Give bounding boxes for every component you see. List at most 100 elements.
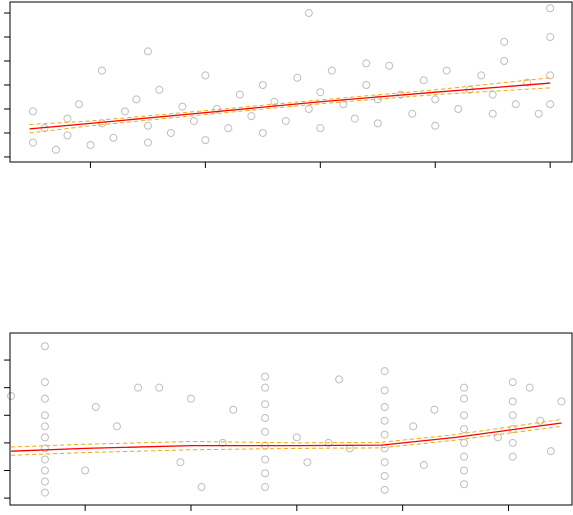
data-point [261,383,270,392]
data-point [261,455,270,464]
data-point [508,397,517,406]
data-point [229,405,238,414]
data-point [134,383,143,392]
data-point [197,483,206,492]
data-point [261,372,270,381]
data-point [74,100,83,109]
data-point [380,458,389,467]
data-point [304,104,313,113]
data-point [442,66,451,75]
data-point [109,133,118,142]
fit-line [29,87,551,134]
data-point [40,394,49,403]
data-point [460,394,469,403]
data-point [380,402,389,411]
data-point [7,391,16,400]
data-point [143,138,152,147]
data-point [235,90,244,99]
data-point [143,121,152,130]
data-point [258,128,267,137]
data-point [324,438,333,447]
fit-line [11,425,562,456]
data-point [523,78,532,87]
scatter-plot [4,332,573,511]
data-point [155,85,164,94]
data-point [508,411,517,420]
data-point [536,416,545,425]
data-point [460,383,469,392]
data-point [460,411,469,420]
data-point [40,488,49,497]
data-point [380,430,389,439]
data-point [546,100,555,109]
data-point [63,131,72,140]
fit-line [29,77,551,126]
data-point [508,452,517,461]
scatter-plot [4,1,573,168]
data-point [380,472,389,481]
fit-line [11,422,562,452]
data-point [143,47,152,56]
data-point [335,375,344,384]
data-point [508,438,517,447]
data-point [178,102,187,111]
data-point [546,33,555,42]
data-point [460,438,469,447]
data-point [546,447,555,456]
data-point [81,466,90,475]
data-point [304,9,313,18]
data-point [511,100,520,109]
data-point [500,37,509,46]
data-point [218,438,227,447]
data-point [493,433,502,442]
data-point [380,416,389,425]
data-point [303,458,312,467]
data-point [86,140,95,149]
data-point [91,402,100,411]
data-point [546,4,555,13]
fit-line [29,82,551,130]
data-point [40,477,49,486]
data-point [112,422,121,431]
data-point [385,61,394,70]
fit-line [11,418,562,448]
data-point [380,485,389,494]
data-point [132,95,141,104]
data-point [292,433,301,442]
data-point [339,100,348,109]
data-point [40,433,49,442]
plot-frame [9,332,573,506]
data-point [201,136,210,145]
data-point [408,109,417,118]
data-point [281,116,290,125]
data-point [508,378,517,387]
data-point [431,121,440,130]
data-point [51,145,60,154]
data-point [409,422,418,431]
data-point [373,119,382,128]
data-point [380,444,389,453]
data-point [488,109,497,118]
data-point [350,114,359,123]
data-point [454,104,463,113]
data-point [460,480,469,489]
data-point [316,124,325,133]
data-point [224,124,233,133]
plot-frame [9,1,573,163]
data-point [28,107,37,116]
data-point [40,444,49,453]
data-point [258,80,267,89]
data-point [419,460,428,469]
data-point [97,119,106,128]
data-point [40,342,49,351]
data-point [525,383,534,392]
data-point [419,76,428,85]
data-point [176,458,185,467]
data-point [63,114,72,123]
data-point [380,367,389,376]
data-point [40,422,49,431]
data-point [97,66,106,75]
data-point [40,455,49,464]
data-point [201,71,210,80]
data-point [362,80,371,89]
